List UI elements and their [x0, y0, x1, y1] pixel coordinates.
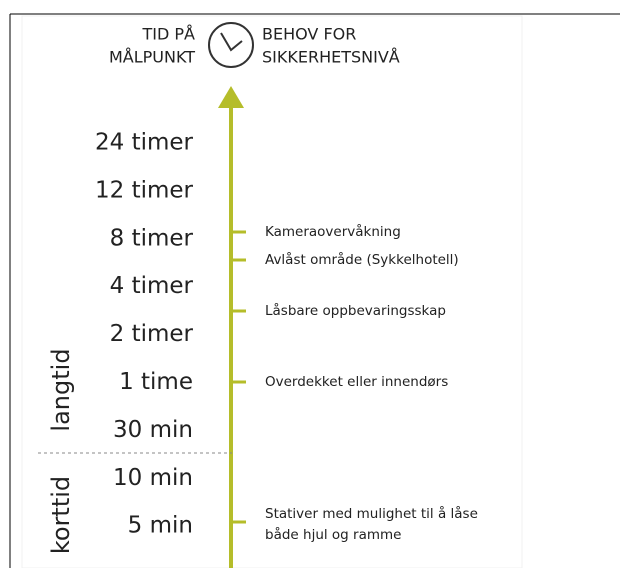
- time-label: 24 timer: [95, 130, 194, 156]
- header-right: BEHOV FOR: [262, 25, 356, 44]
- header-right: SIKKERHETSNIVÅ: [262, 48, 400, 67]
- clock-hands: [220, 32, 243, 52]
- need-label: Kameraovervåkning: [265, 223, 401, 240]
- header-left: MÅLPUNKT: [109, 48, 195, 67]
- need-label: Overdekket eller innendørs: [265, 374, 448, 390]
- need-label: Stativer med mulighet til å låse: [265, 505, 478, 522]
- need-label: både hjul og ramme: [265, 526, 401, 543]
- time-label: 1 time: [119, 369, 193, 395]
- time-label: 8 timer: [110, 225, 194, 251]
- phase-label: langtid: [47, 348, 75, 431]
- need-label: Låsbare oppbevaringsskap: [265, 302, 446, 319]
- arrow-head: [218, 86, 244, 108]
- phase-label: korttid: [47, 476, 75, 554]
- time-label: 10 min: [113, 465, 193, 491]
- time-label: 12 timer: [95, 177, 194, 203]
- need-label: Avlåst område (Sykkelhotell): [265, 251, 459, 268]
- panel: [21, 15, 523, 568]
- time-label: 30 min: [113, 417, 193, 443]
- clock-icon: [208, 22, 254, 68]
- time-label: 2 timer: [110, 321, 194, 347]
- header-left: TID PÅ: [142, 25, 196, 44]
- time-label: 5 min: [128, 513, 193, 539]
- time-label: 4 timer: [110, 273, 194, 299]
